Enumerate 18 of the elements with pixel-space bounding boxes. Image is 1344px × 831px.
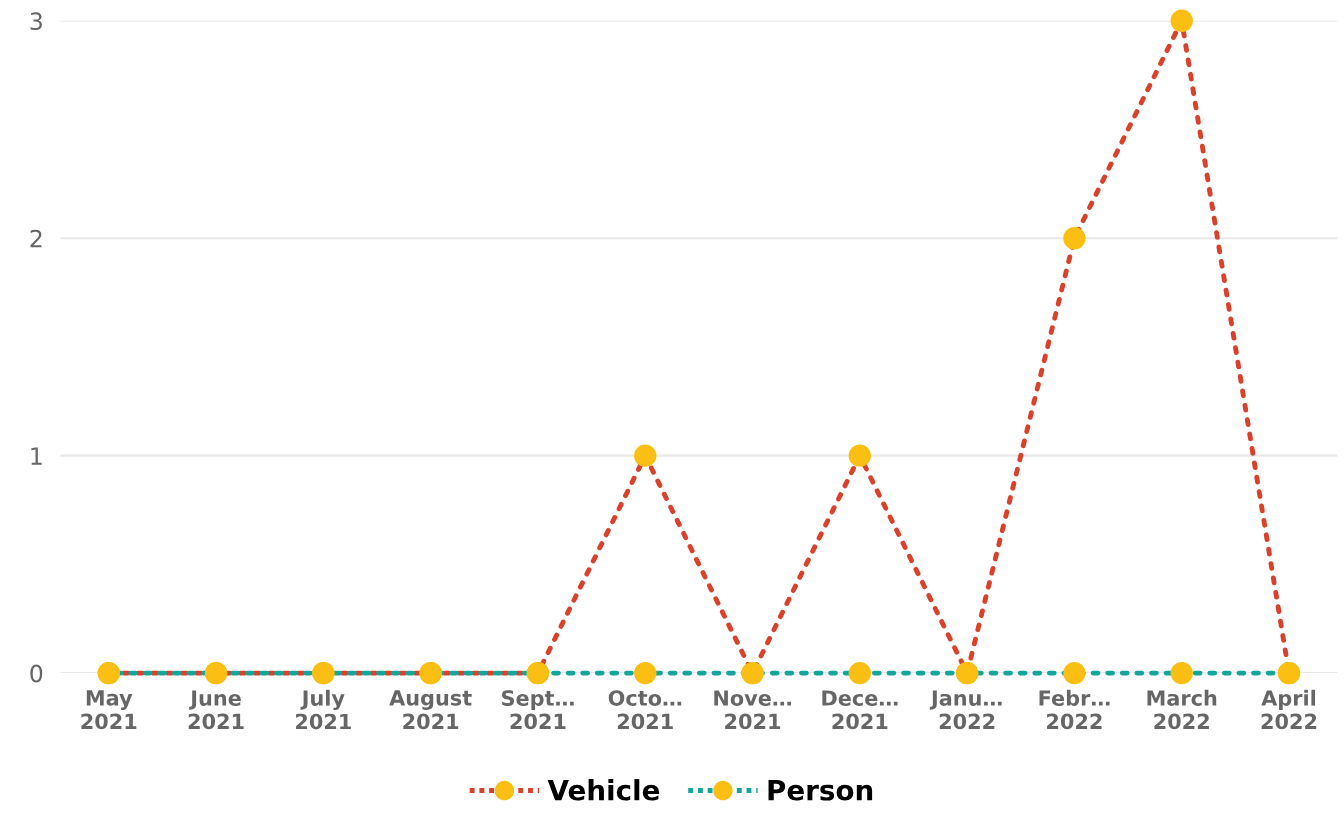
x-tick-label: June 2021 [188, 690, 244, 730]
x-tick-label: Octo… 2021 [608, 690, 682, 730]
legend-label: Vehicle [547, 779, 660, 801]
x-tick-label: March 2022 [1147, 689, 1217, 730]
x-tick-label: Dece… 2021 [822, 690, 898, 730]
x-tick-label: Sept… 2021 [502, 690, 574, 730]
x-tick-label: May 2021 [81, 690, 137, 730]
x-tick-label: April 2022 [1261, 689, 1317, 730]
x-tick-label: Janu… 2022 [929, 690, 1002, 730]
x-tick-label: Febr… 2022 [1039, 689, 1110, 730]
x-tick-label: Nove… 2021 [714, 690, 792, 730]
x-tick-label: July 2021 [296, 689, 351, 730]
y-tick-label: 1 [31, 447, 42, 465]
y-tick-label: 0 [30, 664, 43, 683]
x-tick-label: August 2021 [389, 690, 472, 730]
legend-label: Person [768, 779, 873, 801]
y-tick-label: 3 [30, 12, 42, 31]
y-tick-label: 2 [30, 229, 42, 248]
